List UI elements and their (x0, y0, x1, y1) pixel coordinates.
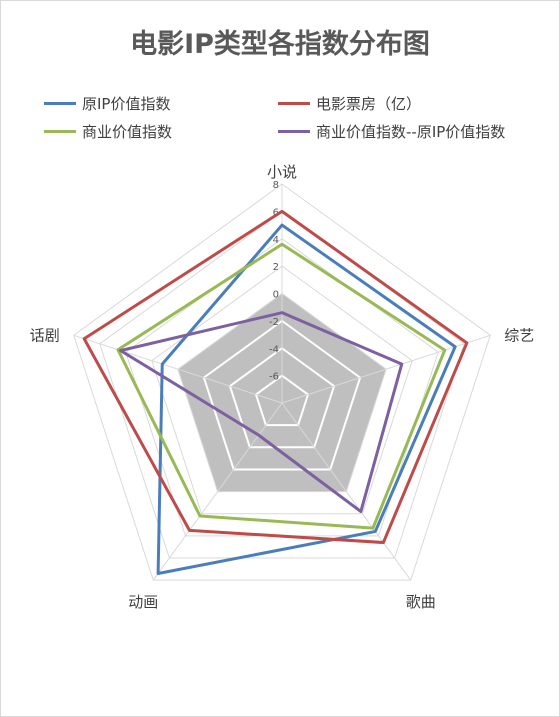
grid-ring (254, 374, 310, 427)
r-tick-label: -4 (269, 344, 279, 355)
series-line (119, 311, 404, 514)
legend-item-commercial-value: 商业价值指数 (44, 120, 172, 142)
legend-swatch (44, 129, 76, 133)
category-label: 歌曲 (406, 593, 436, 611)
r-tick-label: 6 (273, 207, 279, 218)
r-tick-label: -6 (269, 372, 279, 383)
legend-label: 商业价值指数 (82, 122, 173, 141)
legend-item-value-difference: 商业价值指数--原IP价值指数 (278, 120, 505, 142)
category-label: 综艺 (504, 326, 534, 344)
grid-ring (73, 183, 491, 581)
grid-ring (177, 292, 387, 493)
category-label: 话剧 (30, 326, 60, 344)
r-tick-label: 4 (273, 235, 279, 246)
legend-label: 原IP价值指数 (82, 94, 171, 113)
grid-ring (202, 319, 362, 471)
grid-spoke (73, 334, 283, 404)
category-label: 动画 (128, 593, 158, 611)
grid-spoke (281, 402, 412, 581)
series-line (156, 223, 457, 576)
grid-ring (228, 347, 336, 449)
grid-spoke (152, 402, 283, 581)
series-line (116, 242, 447, 530)
legend-swatch (44, 101, 76, 105)
legend-label: 商业价值指数--原IP价值指数 (316, 122, 506, 141)
legend-swatch (278, 129, 310, 133)
series-line (82, 209, 469, 545)
grid-ring (99, 210, 465, 559)
chart-title: 电影IP类型各指数分布图 (130, 29, 430, 60)
r-tick-label: -2 (269, 317, 279, 328)
r-tick-label: 2 (273, 262, 279, 273)
r-tick-label: 8 (273, 180, 279, 191)
grid-ring (151, 265, 413, 515)
legend-item-original-ip-value: 原IP价值指数 (44, 92, 170, 114)
r-tick-label: 0 (273, 290, 279, 301)
category-label: 小说 (267, 163, 297, 181)
legend-item-box-office: 电影票房（亿） (278, 92, 421, 114)
legend-swatch (278, 101, 310, 105)
legend-label: 电影票房（亿） (316, 94, 422, 113)
